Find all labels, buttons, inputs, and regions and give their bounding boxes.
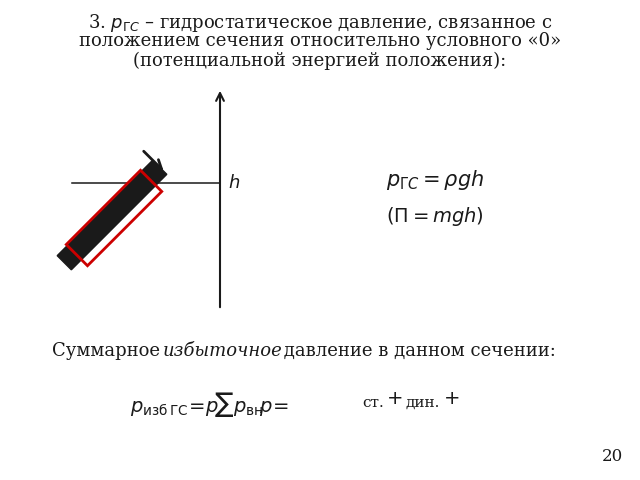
Polygon shape (57, 160, 167, 270)
Text: $+$: $+$ (443, 390, 460, 408)
Text: дин.: дин. (406, 396, 440, 410)
Text: ст.: ст. (362, 396, 384, 410)
Text: Суммарное: Суммарное (52, 342, 166, 360)
Text: давление в данном сечении:: давление в данном сечении: (278, 342, 556, 360)
Text: (потенциальной энергией положения):: (потенциальной энергией положения): (133, 52, 507, 70)
Text: положением сечения относительно условного «0»: положением сечения относительно условног… (79, 32, 561, 50)
Text: 20: 20 (602, 448, 623, 465)
Text: $p_{\Gamma C} = \rho g h$: $p_{\Gamma C} = \rho g h$ (386, 168, 484, 192)
Text: 3. $p_{\Gamma C}$ – гидростатическое давление, связанное с: 3. $p_{\Gamma C}$ – гидростатическое дав… (88, 12, 552, 34)
Text: $+$: $+$ (386, 390, 403, 408)
Text: избыточное: избыточное (163, 342, 283, 360)
Text: $(\Pi = mgh)$: $(\Pi = mgh)$ (386, 205, 484, 228)
Text: $h$: $h$ (228, 174, 240, 192)
Text: $p_{\rm изб\,ГС}\!=\!p\!\sum p_{\rm вн}\!p\!=$: $p_{\rm изб\,ГС}\!=\!p\!\sum p_{\rm вн}\… (130, 390, 289, 419)
